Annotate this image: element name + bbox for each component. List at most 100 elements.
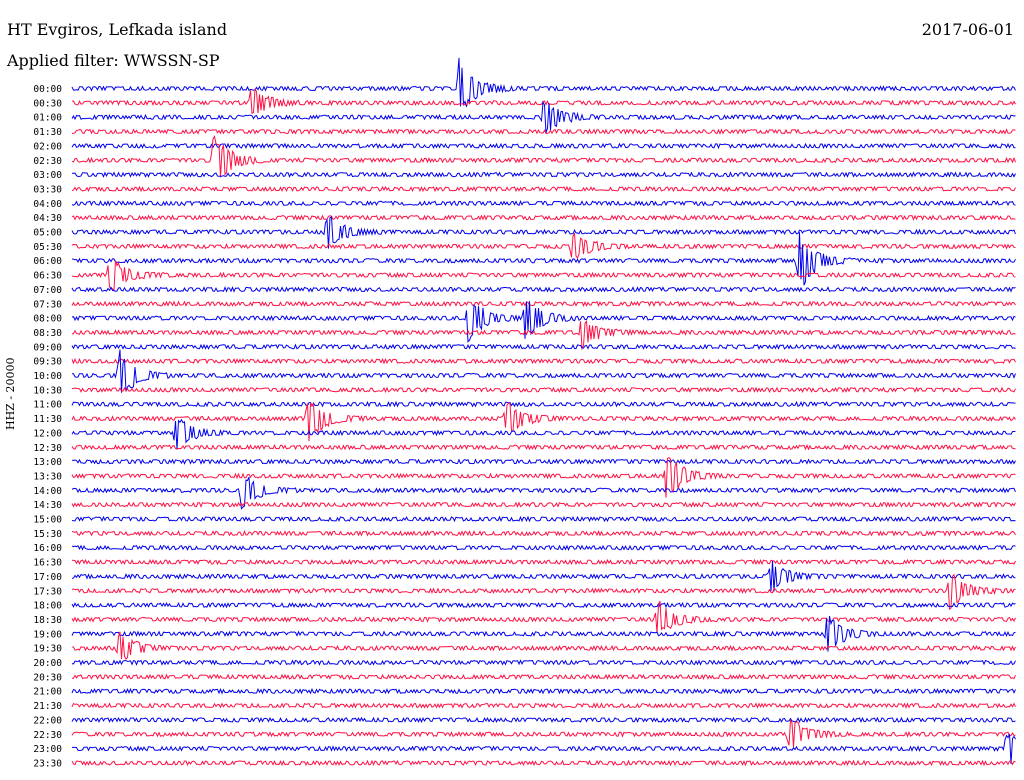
time-label: 01:00 xyxy=(33,113,62,124)
time-label: 07:30 xyxy=(33,299,62,310)
time-label: 19:30 xyxy=(33,644,62,655)
time-label: 17:30 xyxy=(33,586,62,597)
station-title: HT Evgiros, Lefkada island xyxy=(7,20,228,39)
trace-line xyxy=(71,300,1016,308)
trace-line xyxy=(71,718,1016,748)
trace-line xyxy=(72,349,1016,393)
trace-line xyxy=(71,57,1016,107)
trace-line xyxy=(71,716,1016,724)
time-label: 00:00 xyxy=(33,84,62,95)
time-label: 09:00 xyxy=(33,342,62,353)
trace-line xyxy=(71,343,1016,351)
time-label: 14:00 xyxy=(33,486,62,497)
time-label: 01:30 xyxy=(33,127,62,138)
time-label: 02:00 xyxy=(33,141,62,152)
time-label: 21:30 xyxy=(33,701,62,712)
trace-line xyxy=(71,319,1016,351)
trace-line xyxy=(71,573,1016,611)
date-label: 2017-06-01 xyxy=(921,20,1014,39)
time-label: 04:00 xyxy=(33,199,62,210)
time-label: 17:00 xyxy=(33,572,62,583)
time-label: 18:30 xyxy=(33,615,62,626)
trace-line xyxy=(71,631,1016,660)
time-label: 23:30 xyxy=(33,758,62,769)
trace-line xyxy=(71,88,1016,115)
trace-line xyxy=(71,560,1016,592)
trace-line xyxy=(71,659,1016,666)
time-label: 12:30 xyxy=(33,443,62,454)
time-label: 20:30 xyxy=(33,672,62,683)
trace-line xyxy=(71,733,1016,764)
trace-line xyxy=(71,100,1016,134)
trace-line xyxy=(71,214,1016,221)
time-label: 22:30 xyxy=(33,730,62,741)
time-label: 15:00 xyxy=(33,515,62,526)
trace-line xyxy=(71,558,1016,566)
trace-line xyxy=(71,616,1016,652)
time-label: 06:00 xyxy=(33,256,62,267)
trace-line xyxy=(71,216,1016,249)
trace-line xyxy=(71,759,1016,767)
trace-line xyxy=(71,501,1016,508)
trace-line xyxy=(71,286,1016,293)
time-label: 11:00 xyxy=(33,400,62,411)
time-label: 04:30 xyxy=(33,213,62,224)
time-label: 16:00 xyxy=(33,543,62,554)
time-label: 02:30 xyxy=(33,156,62,167)
trace-line xyxy=(71,171,1016,178)
trace-line xyxy=(71,600,1016,634)
trace-line xyxy=(71,515,1016,523)
trace-line xyxy=(71,199,1016,207)
trace-line xyxy=(71,702,1016,709)
trace-line xyxy=(71,476,1016,510)
time-label: 03:30 xyxy=(33,184,62,195)
trace-line xyxy=(71,185,1016,193)
trace-line xyxy=(71,357,1016,365)
filter-label: Applied filter: WWSSN-SP xyxy=(7,51,220,70)
time-label: 14:30 xyxy=(33,500,62,511)
time-label: 10:30 xyxy=(33,385,62,396)
trace-line xyxy=(71,128,1016,135)
time-label: 05:30 xyxy=(33,242,62,253)
trace-line xyxy=(71,260,1016,292)
trace-line xyxy=(71,134,1016,178)
trace-line xyxy=(71,232,1016,260)
time-label: 13:00 xyxy=(33,457,62,468)
time-label: 19:00 xyxy=(33,629,62,640)
time-label: 20:00 xyxy=(33,658,62,669)
trace-line xyxy=(71,386,1016,394)
time-label: 09:30 xyxy=(33,357,62,368)
trace-line xyxy=(71,402,1016,442)
trace-line xyxy=(71,232,1016,286)
time-label: 13:30 xyxy=(33,471,62,482)
time-label: 12:00 xyxy=(33,428,62,439)
trace-line xyxy=(71,687,1016,695)
time-label: 16:30 xyxy=(33,558,62,569)
trace-line xyxy=(71,456,1016,498)
time-label: 03:00 xyxy=(33,170,62,181)
trace-line xyxy=(71,458,1016,465)
trace-line xyxy=(71,301,1016,343)
trace-line xyxy=(71,400,1016,408)
trace-line xyxy=(71,530,1016,537)
time-label: 08:00 xyxy=(33,314,62,325)
time-label: 22:00 xyxy=(33,715,62,726)
time-label: 07:00 xyxy=(33,285,62,296)
time-label: 18:00 xyxy=(33,601,62,612)
trace-line xyxy=(71,142,1016,150)
time-label: 23:00 xyxy=(33,744,62,755)
time-label: 00:30 xyxy=(33,98,62,109)
time-label: 15:30 xyxy=(33,529,62,540)
trace-line xyxy=(71,444,1016,451)
time-label: 08:30 xyxy=(33,328,62,339)
trace-line xyxy=(71,601,1016,609)
trace-line xyxy=(71,544,1016,552)
trace-line xyxy=(71,418,1016,450)
time-label: 05:00 xyxy=(33,228,62,239)
time-label: 21:00 xyxy=(33,687,62,698)
trace-line xyxy=(72,673,1016,681)
time-label: 10:00 xyxy=(33,371,62,382)
time-label: 11:30 xyxy=(33,414,62,425)
time-label: 06:30 xyxy=(33,271,62,282)
